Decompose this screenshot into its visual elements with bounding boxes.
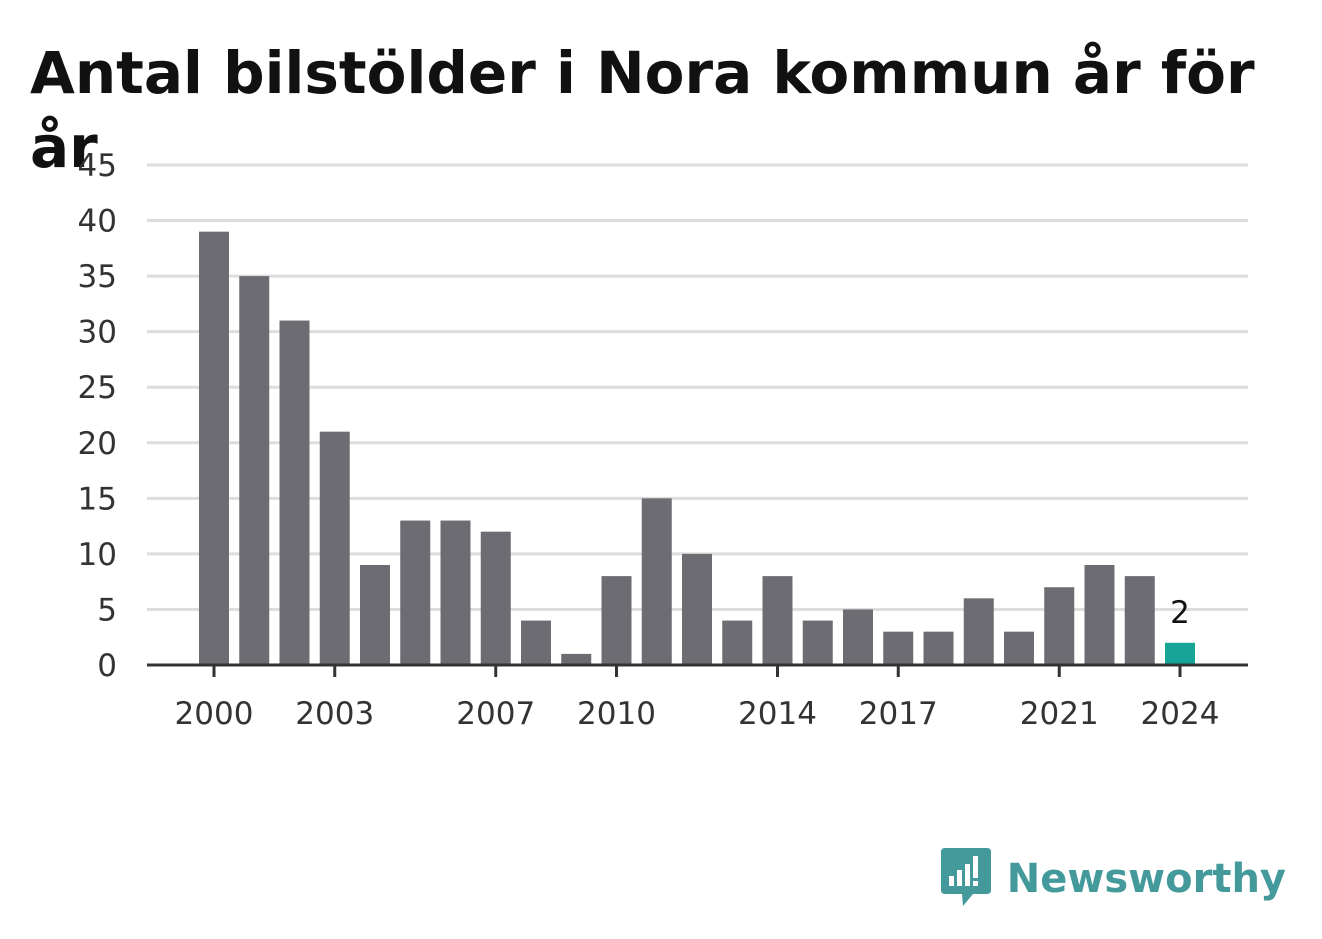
y-tick-label: 5 (97, 592, 117, 628)
bar-2003 (319, 431, 350, 665)
bars (199, 231, 1195, 665)
bar-2001 (239, 276, 270, 665)
x-tick-label: 2024 (1141, 696, 1220, 732)
bar-2009 (561, 653, 592, 665)
bar-2007 (480, 531, 511, 665)
chart-title: Antal bilstölder i Nora kommun år för år (30, 39, 1255, 181)
bar-2018 (923, 631, 954, 665)
x-tick-label: 2017 (859, 696, 938, 732)
x-tick-label: 2000 (175, 696, 254, 732)
bar-2013 (722, 620, 753, 665)
bar-2002 (279, 320, 310, 665)
bar-2019 (963, 598, 994, 665)
bar-2004 (360, 565, 390, 665)
labels: 0 5 10 15 20 25 30 35 40 45 2000 2003 2007 2010 2014 20… (78, 148, 1220, 732)
y-tick-label: 40 (78, 204, 117, 240)
bar-2010 (601, 576, 632, 665)
newsworthy-chart-bubble-icon (940, 848, 991, 906)
y-tick-label: 35 (78, 259, 117, 295)
bar-2021 (1044, 587, 1075, 665)
bar-2012 (682, 553, 712, 665)
y-tick-label: 15 (78, 481, 117, 517)
y-tick-label: 30 (78, 315, 117, 351)
y-tick-label: 20 (78, 426, 117, 462)
bar-2011 (641, 498, 672, 665)
x-tick-label: 2007 (456, 696, 535, 732)
y-tick-label: 0 (97, 648, 117, 684)
bar-2008 (521, 620, 551, 665)
axes (147, 663, 1248, 677)
bar-2020 (1004, 631, 1034, 665)
bar-2000 (199, 231, 229, 665)
bar-2016 (843, 609, 873, 665)
bar-2014 (762, 576, 793, 665)
bar-2017 (883, 631, 914, 665)
data-label: 2 (1170, 595, 1190, 631)
bar-2015 (802, 620, 833, 665)
bar-2023 (1124, 576, 1155, 665)
x-tick-label: 2010 (577, 696, 656, 732)
brand-logo: Newsworthy (940, 848, 1286, 910)
bar-2005 (400, 520, 431, 665)
y-tick-label: 45 (78, 148, 117, 184)
bar-2006 (440, 520, 471, 665)
x-tick-label: 2021 (1020, 696, 1099, 732)
brand-name: Newsworthy (1006, 856, 1286, 902)
gridlines (147, 163, 1248, 611)
x-tick-label: 2003 (295, 696, 374, 732)
bar-2022 (1084, 565, 1115, 665)
y-tick-label: 10 (78, 537, 117, 573)
y-tick-label: 25 (78, 370, 117, 406)
bar-2024 (1165, 642, 1195, 665)
x-tick-label: 2014 (738, 696, 817, 732)
